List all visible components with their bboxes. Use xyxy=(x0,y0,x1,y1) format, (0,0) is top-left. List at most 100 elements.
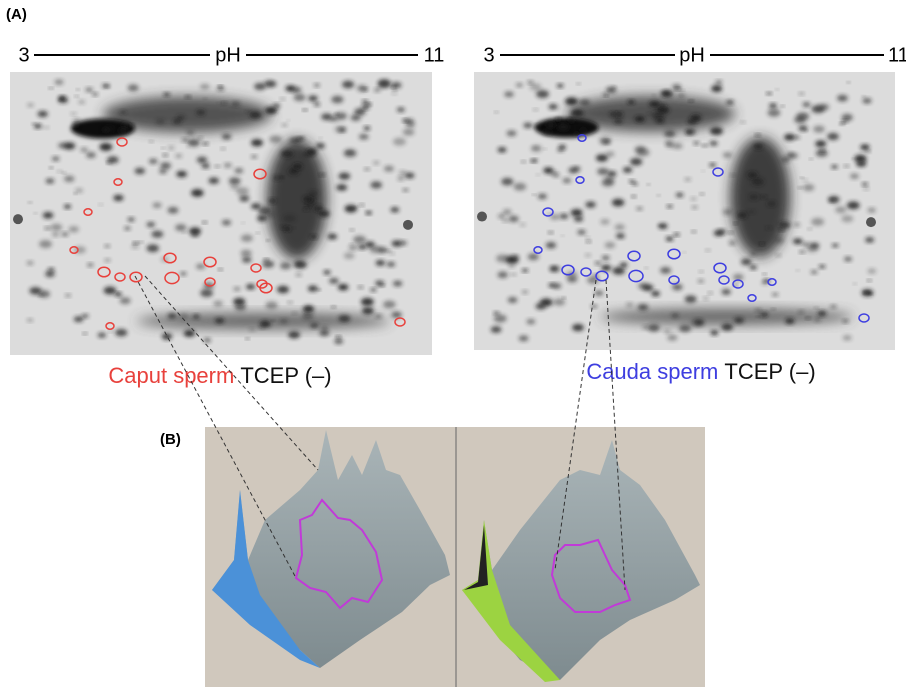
protein-spot xyxy=(638,283,648,290)
protein-spot xyxy=(601,264,612,271)
surface-edge xyxy=(212,490,320,668)
protein-spot xyxy=(327,233,338,240)
protein-spot xyxy=(303,207,309,211)
protein-spot xyxy=(287,300,293,304)
protein-spot xyxy=(386,261,396,267)
protein-spot xyxy=(804,129,808,132)
protein-spot xyxy=(733,284,738,287)
protein-spot xyxy=(202,221,207,224)
protein-spot xyxy=(251,139,264,147)
protein-spot xyxy=(279,262,292,270)
protein-spot xyxy=(755,308,762,313)
protein-spot xyxy=(256,215,268,222)
protein-spot xyxy=(313,83,320,88)
protein-spot xyxy=(527,80,534,84)
protein-spot xyxy=(221,133,232,140)
protein-spot xyxy=(672,283,683,291)
protein-spot xyxy=(799,92,804,96)
protein-spot xyxy=(673,232,680,237)
protein-spot xyxy=(47,267,55,272)
protein-spot xyxy=(820,149,825,152)
protein-spot xyxy=(846,81,850,84)
protein-spot xyxy=(711,85,723,92)
protein-spot xyxy=(762,273,767,276)
connector-line xyxy=(605,279,626,591)
protein-spot xyxy=(239,195,250,202)
smear xyxy=(266,139,327,260)
protein-spot xyxy=(358,285,363,289)
protein-spot xyxy=(337,283,349,291)
protein-spot xyxy=(72,118,80,123)
protein-spot xyxy=(694,319,705,326)
protein-spot xyxy=(490,326,502,333)
protein-spot xyxy=(375,280,385,287)
protein-spot xyxy=(268,81,277,87)
protein-spot xyxy=(223,162,232,168)
protein-spot xyxy=(319,137,323,139)
highlighted-spot xyxy=(105,322,115,330)
protein-spot xyxy=(390,207,400,213)
protein-spot xyxy=(200,83,210,90)
highlighted-spot xyxy=(533,246,543,254)
protein-spot xyxy=(172,118,182,125)
protein-spot xyxy=(269,135,282,144)
protein-spot xyxy=(201,163,210,169)
protein-spot xyxy=(338,314,351,323)
protein-spot xyxy=(26,260,34,266)
highlighted-spot xyxy=(628,269,644,283)
protein-spot xyxy=(690,197,697,201)
protein-spot xyxy=(80,147,88,153)
protein-spot xyxy=(730,173,735,177)
protein-spot xyxy=(362,307,374,315)
protein-spot xyxy=(530,145,542,152)
protein-spot xyxy=(671,313,679,318)
protein-spot xyxy=(254,82,266,91)
protein-spot xyxy=(288,331,301,339)
highlighted-spot xyxy=(595,270,609,282)
protein-spot xyxy=(862,182,868,186)
protein-spot xyxy=(771,308,775,311)
protein-spot xyxy=(240,234,253,242)
protein-spot xyxy=(672,142,683,149)
protein-spot xyxy=(214,317,225,324)
protein-spot xyxy=(99,142,113,151)
protein-spot xyxy=(317,288,321,291)
protein-spot xyxy=(120,110,127,115)
protein-spot xyxy=(667,334,678,341)
gel-image xyxy=(474,72,895,350)
protein-spot xyxy=(534,124,541,129)
protein-spot xyxy=(259,320,271,328)
protein-spot xyxy=(180,271,187,276)
protein-spot xyxy=(288,168,300,175)
protein-spot xyxy=(280,97,285,101)
gel-image xyxy=(10,72,432,355)
protein-spot xyxy=(97,332,107,338)
protein-spot xyxy=(113,194,124,202)
protein-spot xyxy=(398,170,407,176)
protein-spot xyxy=(523,122,533,129)
protein-spot xyxy=(512,254,519,259)
protein-spot xyxy=(705,248,710,252)
protein-spot xyxy=(614,224,625,231)
protein-spot xyxy=(737,212,747,219)
protein-spot xyxy=(102,127,110,133)
protein-spot xyxy=(185,95,191,99)
protein-spot xyxy=(786,152,795,158)
protein-spot xyxy=(844,164,849,168)
protein-spot xyxy=(685,128,697,135)
protein-spot xyxy=(203,338,211,343)
protein-spot xyxy=(315,142,325,149)
protein-spot xyxy=(772,292,779,297)
protein-spot xyxy=(760,314,767,319)
protein-spot xyxy=(391,311,402,319)
protein-spot xyxy=(268,198,277,204)
protein-spot xyxy=(616,233,625,239)
protein-spot xyxy=(715,80,723,85)
protein-spot xyxy=(264,258,269,262)
protein-spot xyxy=(375,314,382,319)
protein-spot xyxy=(175,153,183,159)
protein-spot xyxy=(666,204,673,209)
protein-spot xyxy=(851,157,855,160)
connector-line xyxy=(144,275,319,471)
protein-spot xyxy=(570,209,583,217)
